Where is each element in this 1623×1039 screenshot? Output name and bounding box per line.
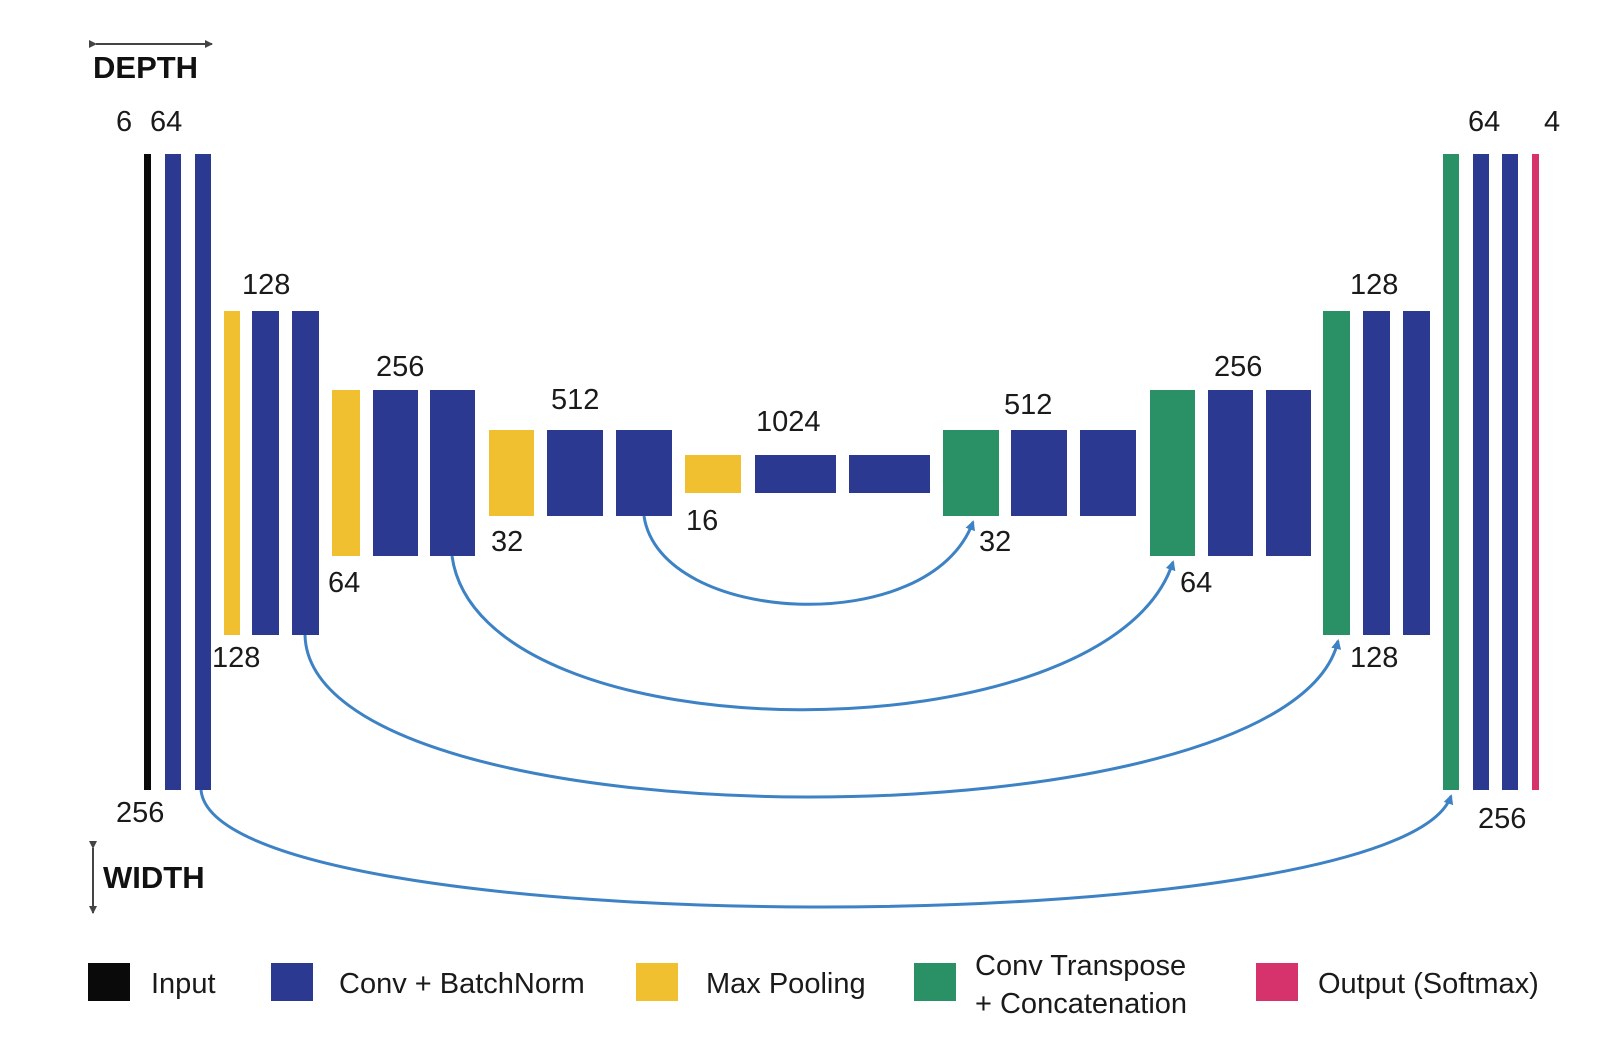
conv-layer (547, 430, 603, 516)
width-axis-label: WIDTH (103, 860, 205, 895)
encoder-level-2 (224, 311, 319, 635)
legend-label: Output (Softmax) (1318, 968, 1539, 1000)
legend-item-pool: Max Pooling (636, 963, 866, 1001)
conv-transpose-layer (1443, 154, 1459, 790)
skip-connection-arrow (450, 555, 1176, 712)
encoder-level-1 (144, 154, 211, 790)
width-label: 128 (212, 642, 260, 674)
legend-label: + Concatenation (975, 988, 1187, 1020)
conv-layer (1403, 311, 1430, 635)
legend-swatch (88, 963, 130, 1001)
legend-label: Conv + BatchNorm (339, 968, 585, 1000)
layer-labels: 6 64 256 128 128 256 64 512 32 1024 16 5… (116, 106, 1560, 835)
conv-layer (849, 455, 930, 493)
skip-connections (199, 515, 1454, 909)
depth-label: 64 (1468, 106, 1500, 138)
conv-transpose-layer (1323, 311, 1350, 635)
width-label: 16 (686, 505, 718, 537)
depth-label: 256 (376, 351, 424, 383)
conv-layer (1266, 390, 1311, 556)
encoder-level-3 (332, 390, 475, 556)
max-pool-layer (489, 430, 534, 516)
legend-item-transpose: Conv Transpose + Concatenation (914, 950, 1187, 1020)
conv-layer (1473, 154, 1489, 790)
depth-label: 1024 (756, 406, 821, 438)
encoder-level-4 (489, 430, 672, 516)
max-pool-layer (224, 311, 240, 635)
width-label: 256 (116, 797, 164, 829)
bottleneck (685, 455, 930, 493)
legend-item-conv: Conv + BatchNorm (271, 963, 585, 1001)
depth-label: 512 (551, 384, 599, 416)
conv-layer (616, 430, 672, 516)
conv-layer (430, 390, 475, 556)
conv-transpose-layer (943, 430, 999, 516)
width-axis: WIDTH (89, 841, 205, 914)
legend-label: Input (151, 968, 216, 1000)
width-label: 64 (328, 567, 360, 599)
legend-item-input: Input (88, 963, 216, 1001)
depth-axis: DEPTH (89, 40, 213, 85)
depth-label: 64 (150, 106, 182, 138)
skip-connection-arrow (199, 789, 1454, 909)
width-label: 32 (491, 526, 523, 558)
depth-label: 256 (1214, 351, 1262, 383)
conv-layer (755, 455, 836, 493)
conv-layer (165, 154, 181, 790)
depth-label: 128 (242, 269, 290, 301)
decoder-level-4 (943, 430, 1136, 516)
max-pool-layer (685, 455, 741, 493)
conv-layer (1080, 430, 1136, 516)
skip-connection-arrow (303, 634, 1342, 799)
width-label: 64 (1180, 567, 1212, 599)
legend-swatch (1256, 963, 1298, 1001)
max-pool-layer (332, 390, 360, 556)
skip-connection-arrow (642, 515, 975, 606)
width-label: 128 (1350, 642, 1398, 674)
conv-layer (373, 390, 418, 556)
conv-layer (1208, 390, 1253, 556)
conv-layer (1363, 311, 1390, 635)
width-label: 32 (979, 526, 1011, 558)
legend-swatch (636, 963, 678, 1001)
decoder-level-2 (1323, 311, 1430, 635)
legend-label: Conv Transpose (975, 950, 1186, 982)
legend-item-output: Output (Softmax) (1256, 963, 1539, 1001)
conv-layer (252, 311, 279, 635)
depth-label: 128 (1350, 269, 1398, 301)
conv-transpose-layer (1150, 390, 1195, 556)
depth-axis-label: DEPTH (93, 50, 198, 85)
output-layer (1532, 154, 1539, 790)
conv-layer (195, 154, 211, 790)
input-layer (144, 154, 151, 790)
conv-layer (292, 311, 319, 635)
width-label: 256 (1478, 803, 1526, 835)
legend-swatch (271, 963, 313, 1001)
conv-layer (1011, 430, 1067, 516)
legend: Input Conv + BatchNorm Max Pooling Conv … (88, 950, 1539, 1020)
legend-swatch (914, 963, 956, 1001)
depth-label: 6 (116, 106, 132, 138)
decoder-level-3 (1150, 390, 1311, 556)
depth-label: 4 (1544, 106, 1560, 138)
decoder-level-1 (1443, 154, 1539, 790)
legend-label: Max Pooling (706, 968, 866, 1000)
conv-layer (1502, 154, 1518, 790)
depth-label: 512 (1004, 389, 1052, 421)
